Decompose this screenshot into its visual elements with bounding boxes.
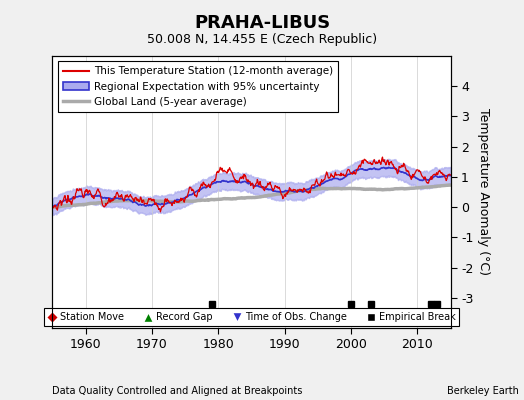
Text: 50.008 N, 14.455 E (Czech Republic): 50.008 N, 14.455 E (Czech Republic) [147, 33, 377, 46]
Y-axis label: Temperature Anomaly (°C): Temperature Anomaly (°C) [477, 108, 490, 276]
Text: Berkeley Earth: Berkeley Earth [447, 386, 519, 396]
Legend: Station Move, Record Gap, Time of Obs. Change, Empirical Break: Station Move, Record Gap, Time of Obs. C… [43, 308, 460, 326]
Text: Data Quality Controlled and Aligned at Breakpoints: Data Quality Controlled and Aligned at B… [52, 386, 303, 396]
Text: PRAHA-LIBUS: PRAHA-LIBUS [194, 14, 330, 32]
